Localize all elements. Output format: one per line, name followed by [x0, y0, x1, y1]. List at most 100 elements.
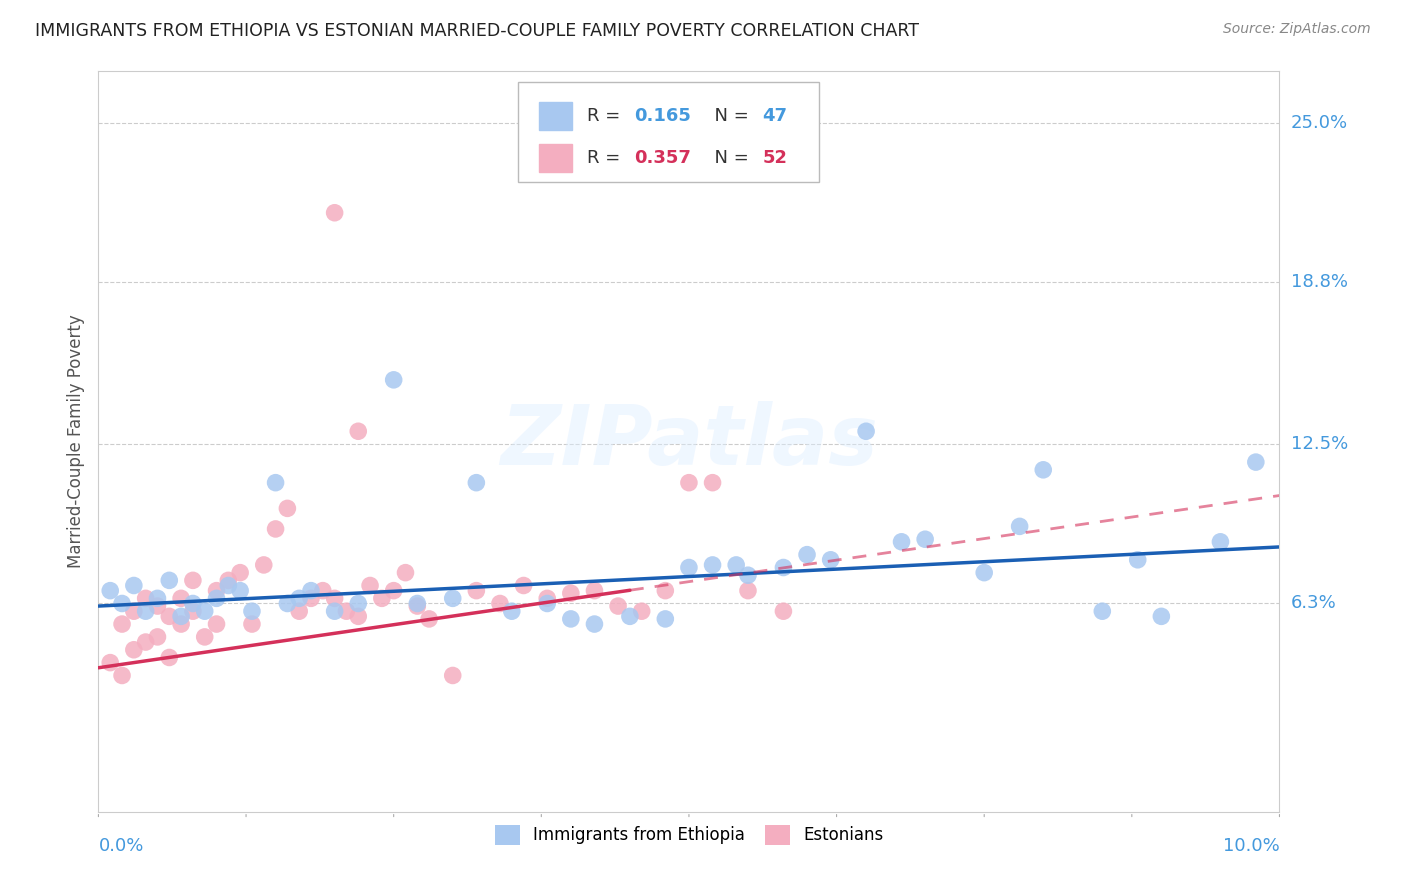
Text: Source: ZipAtlas.com: Source: ZipAtlas.com: [1223, 22, 1371, 37]
Point: [382, 373, 405, 387]
Point: [122, 642, 145, 657]
Point: [323, 591, 346, 606]
Point: [146, 591, 169, 606]
Text: 47: 47: [762, 107, 787, 125]
Point: [441, 668, 464, 682]
Y-axis label: Married-Couple Family Poverty: Married-Couple Family Poverty: [66, 315, 84, 568]
Point: [1150, 609, 1173, 624]
Point: [347, 609, 370, 624]
Text: IMMIGRANTS FROM ETHIOPIA VS ESTONIAN MARRIED-COUPLE FAMILY POVERTY CORRELATION C: IMMIGRANTS FROM ETHIOPIA VS ESTONIAN MAR…: [35, 22, 920, 40]
Point: [205, 591, 228, 606]
Text: 0.357: 0.357: [634, 149, 692, 168]
Text: 0.0%: 0.0%: [98, 837, 143, 855]
Point: [288, 604, 311, 618]
Point: [702, 558, 724, 572]
Point: [382, 583, 405, 598]
Point: [170, 591, 193, 606]
Point: [170, 609, 193, 624]
Point: [157, 574, 180, 588]
Point: [465, 475, 488, 490]
Point: [371, 591, 394, 606]
Point: [678, 475, 700, 490]
Point: [489, 597, 512, 611]
Point: [973, 566, 995, 580]
Point: [98, 583, 121, 598]
Point: [276, 501, 298, 516]
Point: [111, 617, 134, 632]
Point: [135, 591, 157, 606]
Point: [323, 206, 346, 220]
Point: [229, 583, 252, 598]
Point: [264, 475, 287, 490]
Point: [725, 558, 748, 572]
Point: [146, 599, 169, 613]
Point: [654, 583, 676, 598]
Point: [347, 597, 370, 611]
Point: [157, 609, 180, 624]
Point: [347, 424, 370, 438]
Point: [702, 475, 724, 490]
Point: [111, 668, 134, 682]
Point: [181, 574, 204, 588]
Point: [135, 635, 157, 649]
Point: [855, 424, 877, 438]
Point: [111, 597, 134, 611]
Text: R =: R =: [588, 149, 626, 168]
Point: [560, 586, 582, 600]
Point: [583, 583, 606, 598]
Point: [820, 553, 842, 567]
Point: [205, 583, 228, 598]
Point: [276, 597, 298, 611]
Point: [240, 617, 263, 632]
Point: [536, 591, 558, 606]
Point: [194, 604, 217, 618]
Point: [1244, 455, 1267, 469]
Text: 6.3%: 6.3%: [1291, 594, 1336, 613]
Point: [678, 560, 700, 574]
Point: [194, 630, 217, 644]
Point: [890, 534, 912, 549]
Point: [253, 558, 276, 572]
Point: [205, 617, 228, 632]
Point: [335, 604, 357, 618]
Point: [312, 583, 335, 598]
Point: [135, 604, 157, 618]
Point: [146, 630, 169, 644]
Point: [264, 522, 287, 536]
Point: [299, 583, 322, 598]
Point: [170, 617, 193, 632]
Text: N =: N =: [703, 149, 755, 168]
Point: [772, 560, 794, 574]
Point: [1126, 553, 1149, 567]
Point: [181, 604, 204, 618]
Point: [737, 583, 759, 598]
Point: [654, 612, 676, 626]
Point: [181, 597, 204, 611]
Point: [1091, 604, 1114, 618]
Point: [229, 566, 252, 580]
Legend: Immigrants from Ethiopia, Estonians: Immigrants from Ethiopia, Estonians: [488, 818, 890, 852]
Point: [1008, 519, 1031, 533]
Point: [772, 604, 794, 618]
Point: [418, 612, 440, 626]
Point: [607, 599, 630, 613]
Point: [406, 597, 429, 611]
Point: [217, 574, 239, 588]
Point: [560, 612, 582, 626]
Point: [619, 609, 641, 624]
Text: 18.8%: 18.8%: [1291, 273, 1347, 291]
Point: [1209, 534, 1232, 549]
Bar: [538, 102, 572, 130]
Point: [122, 604, 145, 618]
FancyBboxPatch shape: [517, 82, 818, 183]
Point: [737, 568, 759, 582]
Point: [98, 656, 121, 670]
Text: 25.0%: 25.0%: [1291, 114, 1348, 132]
Point: [512, 578, 534, 592]
Point: [122, 578, 145, 592]
Point: [406, 599, 429, 613]
Point: [217, 578, 239, 592]
Point: [536, 597, 558, 611]
Bar: [538, 145, 572, 172]
Point: [501, 604, 523, 618]
